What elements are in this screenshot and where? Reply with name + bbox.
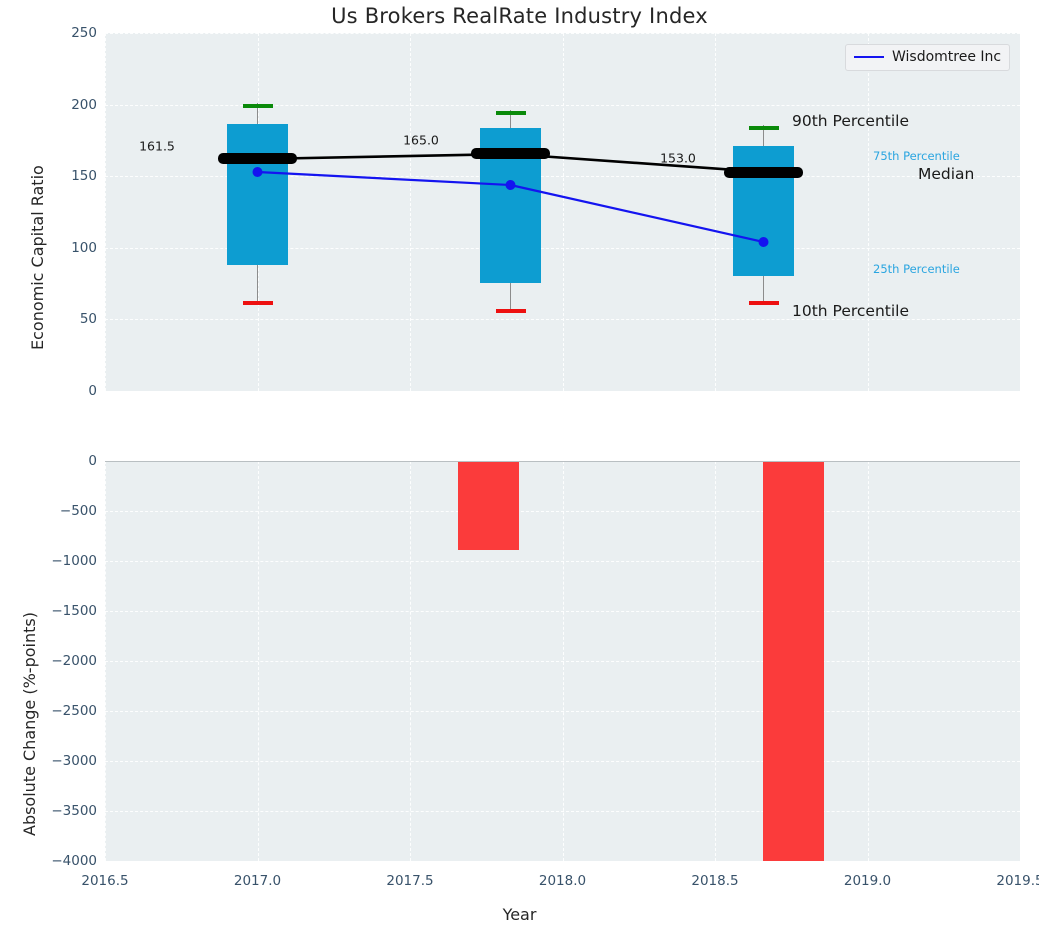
ytick-top-1: 200 xyxy=(71,96,97,113)
annotation-10th-percentile: 10th Percentile xyxy=(792,302,910,320)
vgridline-bot-2016-5 xyxy=(105,461,106,861)
vgridline-2016-5 xyxy=(105,33,106,391)
vgridline-2018-0 xyxy=(562,33,564,391)
xtick-2: 2017.5 xyxy=(386,873,434,889)
cap-p90-2017 xyxy=(242,104,273,108)
cap-p10-2017 xyxy=(242,301,273,305)
vgridline-bot-2017-5 xyxy=(410,461,411,861)
ytick-bot-7: −3500 xyxy=(51,803,97,819)
median-label-2017: 161.5 xyxy=(139,138,175,154)
annotation-90th-percentile: 90th Percentile xyxy=(792,112,910,130)
xtick-3: 2018.0 xyxy=(538,873,587,889)
xtick-0: 2016.5 xyxy=(81,873,129,889)
legend[interactable]: Wisdomtree Inc xyxy=(845,44,1011,71)
vgridline-bot-2017-0 xyxy=(257,461,259,861)
ytick-bot-1: −500 xyxy=(59,503,97,519)
ytick-bot-3: −1500 xyxy=(51,603,97,619)
xtick-4: 2018.5 xyxy=(691,873,739,889)
annotation-75th-percentile: 75th Percentile xyxy=(873,149,960,163)
median-bar-2017 xyxy=(218,153,297,164)
x-axis-label: Year xyxy=(502,905,537,924)
negative-bar-2018 xyxy=(457,461,519,550)
vgridline-2017-5 xyxy=(410,33,411,391)
cap-p10-2019 xyxy=(748,301,779,305)
box-2017 xyxy=(227,124,288,265)
bottom-plot-panel xyxy=(105,461,1021,862)
annotation-25th-percentile: 25th Percentile xyxy=(873,262,960,276)
legend-line-swatch xyxy=(854,56,884,58)
ytick-top-0: 250 xyxy=(71,25,97,41)
ytick-bot-5: −2500 xyxy=(51,703,97,719)
cap-p90-2019 xyxy=(748,126,779,130)
zero-baseline xyxy=(105,461,1020,462)
vgridline-bot-2019-5 xyxy=(1020,461,1021,861)
ytick-bot-2: −1000 xyxy=(51,553,97,569)
negative-bar-2019 xyxy=(762,461,824,861)
ytick-top-2: 150 xyxy=(71,168,97,185)
ytick-bot-0: 0 xyxy=(88,453,97,469)
y-axis-label-bottom: Absolute Change (%-points) xyxy=(20,612,39,836)
xtick-1: 2017.0 xyxy=(233,873,282,889)
box-2019 xyxy=(733,146,794,276)
ytick-bot-6: −3000 xyxy=(51,753,97,769)
vgridline-2018-5 xyxy=(715,33,716,391)
gridline-bot-4000 xyxy=(105,861,1020,862)
annotation-median: Median xyxy=(918,165,975,183)
page-title: Us Brokers RealRate Industry Index xyxy=(331,4,708,28)
cap-p10-2018 xyxy=(495,309,526,313)
vgridline-bot-2018-5 xyxy=(715,461,716,861)
vgridline-bot-2018-0 xyxy=(562,461,564,861)
y-axis-label-top: Economic Capital Ratio xyxy=(28,165,47,350)
ytick-top-3: 100 xyxy=(71,239,97,256)
median-bar-2019 xyxy=(724,167,803,178)
vgridline-2019-5 xyxy=(1020,33,1021,391)
ytick-top-5: 0 xyxy=(88,383,97,399)
ytick-bot-8: −4000 xyxy=(51,853,97,869)
xtick-5: 2019.0 xyxy=(843,873,892,889)
legend-label-wisdomtree: Wisdomtree Inc xyxy=(892,49,1002,65)
vgridline-2019-0 xyxy=(867,33,869,391)
vgridline-bot-2019-0 xyxy=(867,461,869,861)
gridline-top-0 xyxy=(105,391,1020,392)
xtick-6: 2019.5 xyxy=(996,873,1039,889)
median-label-2019: 153.0 xyxy=(660,150,696,166)
ytick-bot-4: −2000 xyxy=(51,653,97,669)
median-bar-2018 xyxy=(471,148,550,159)
cap-p90-2018 xyxy=(495,111,526,115)
ytick-top-4: 50 xyxy=(79,311,97,328)
median-label-2018: 165.0 xyxy=(403,132,439,148)
